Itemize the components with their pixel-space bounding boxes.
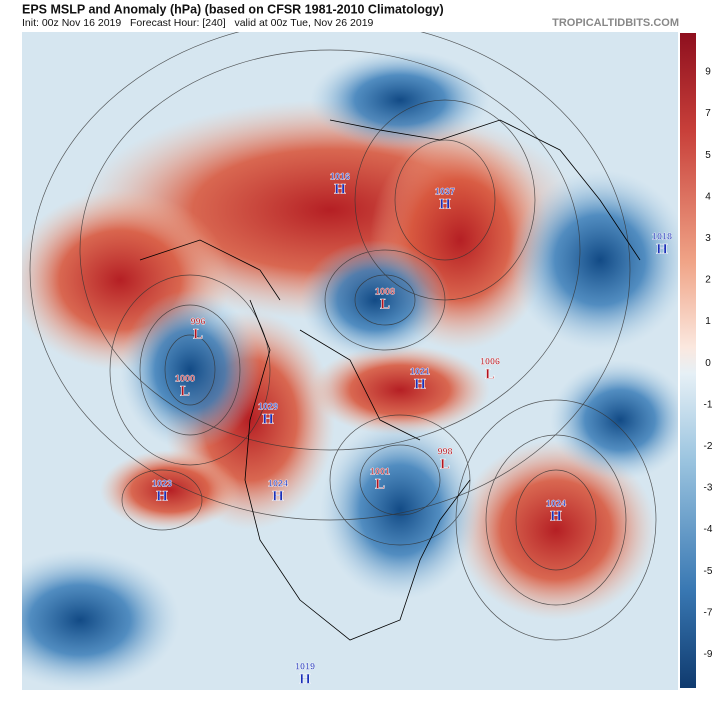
colorbar-label: -4 (704, 524, 713, 535)
title: EPS MSLP and Anomaly (hPa) (based on CFS… (22, 2, 444, 16)
center-letter: H (414, 376, 426, 392)
colorbar-label: 1 (705, 316, 711, 327)
colorbar-label: -3 (704, 483, 713, 494)
subtitle: Init: 00z Nov 16 2019 Forecast Hour: [24… (22, 17, 374, 29)
center-letter: L (193, 326, 203, 342)
center-pressure: 998 (437, 446, 452, 456)
center-letter: L (180, 383, 190, 399)
colorbar-label: -9 (704, 649, 713, 660)
colorbar-label: 0 (705, 358, 711, 369)
center-pressure: 1018 (652, 231, 672, 241)
map-area (22, 32, 678, 690)
center-pressure: 1037 (435, 186, 455, 196)
colorbar-label: 4 (705, 191, 711, 202)
center-pressure: 1024 (268, 478, 288, 488)
center-letter: H (656, 241, 668, 257)
center-letter: L (485, 366, 495, 382)
center-letter: L (440, 456, 450, 472)
colorbar-label: 9 (705, 67, 711, 78)
colorbar-label: -1 (704, 399, 713, 410)
center-pressure: 1008 (375, 286, 395, 296)
center-pressure: 1000 (175, 373, 195, 383)
center-letter: H (550, 508, 562, 524)
center-pressure: 1029 (258, 401, 278, 411)
center-letter: H (262, 411, 274, 427)
colorbar-label: -5 (704, 566, 713, 577)
center-letter: L (375, 476, 385, 492)
center-pressure: 1006 (480, 356, 500, 366)
colorbar (680, 33, 696, 688)
center-pressure: 1023 (152, 478, 172, 488)
center-pressure: 1024 (546, 498, 566, 508)
colorbar-label: -7 (704, 607, 713, 618)
center-pressure: 1019 (295, 661, 315, 671)
center-letter: H (439, 196, 451, 212)
colorbar-label: 2 (705, 275, 711, 286)
center-pressure: 1001 (370, 466, 390, 476)
center-letter: H (272, 488, 284, 504)
center-letter: H (334, 181, 346, 197)
center-letter: L (380, 296, 390, 312)
colorbar-label: -2 (704, 441, 713, 452)
colorbar-label: 3 (705, 233, 711, 244)
colorbar-label: 5 (705, 150, 711, 161)
colorbar-label: 7 (705, 108, 711, 119)
center-letter: H (299, 671, 311, 687)
source: TROPICALTIDBITS.COM (552, 17, 679, 29)
center-pressure: 1021 (410, 366, 430, 376)
center-pressure: 1016 (330, 171, 350, 181)
center-pressure: 996 (190, 316, 205, 326)
center-letter: H (156, 488, 168, 504)
